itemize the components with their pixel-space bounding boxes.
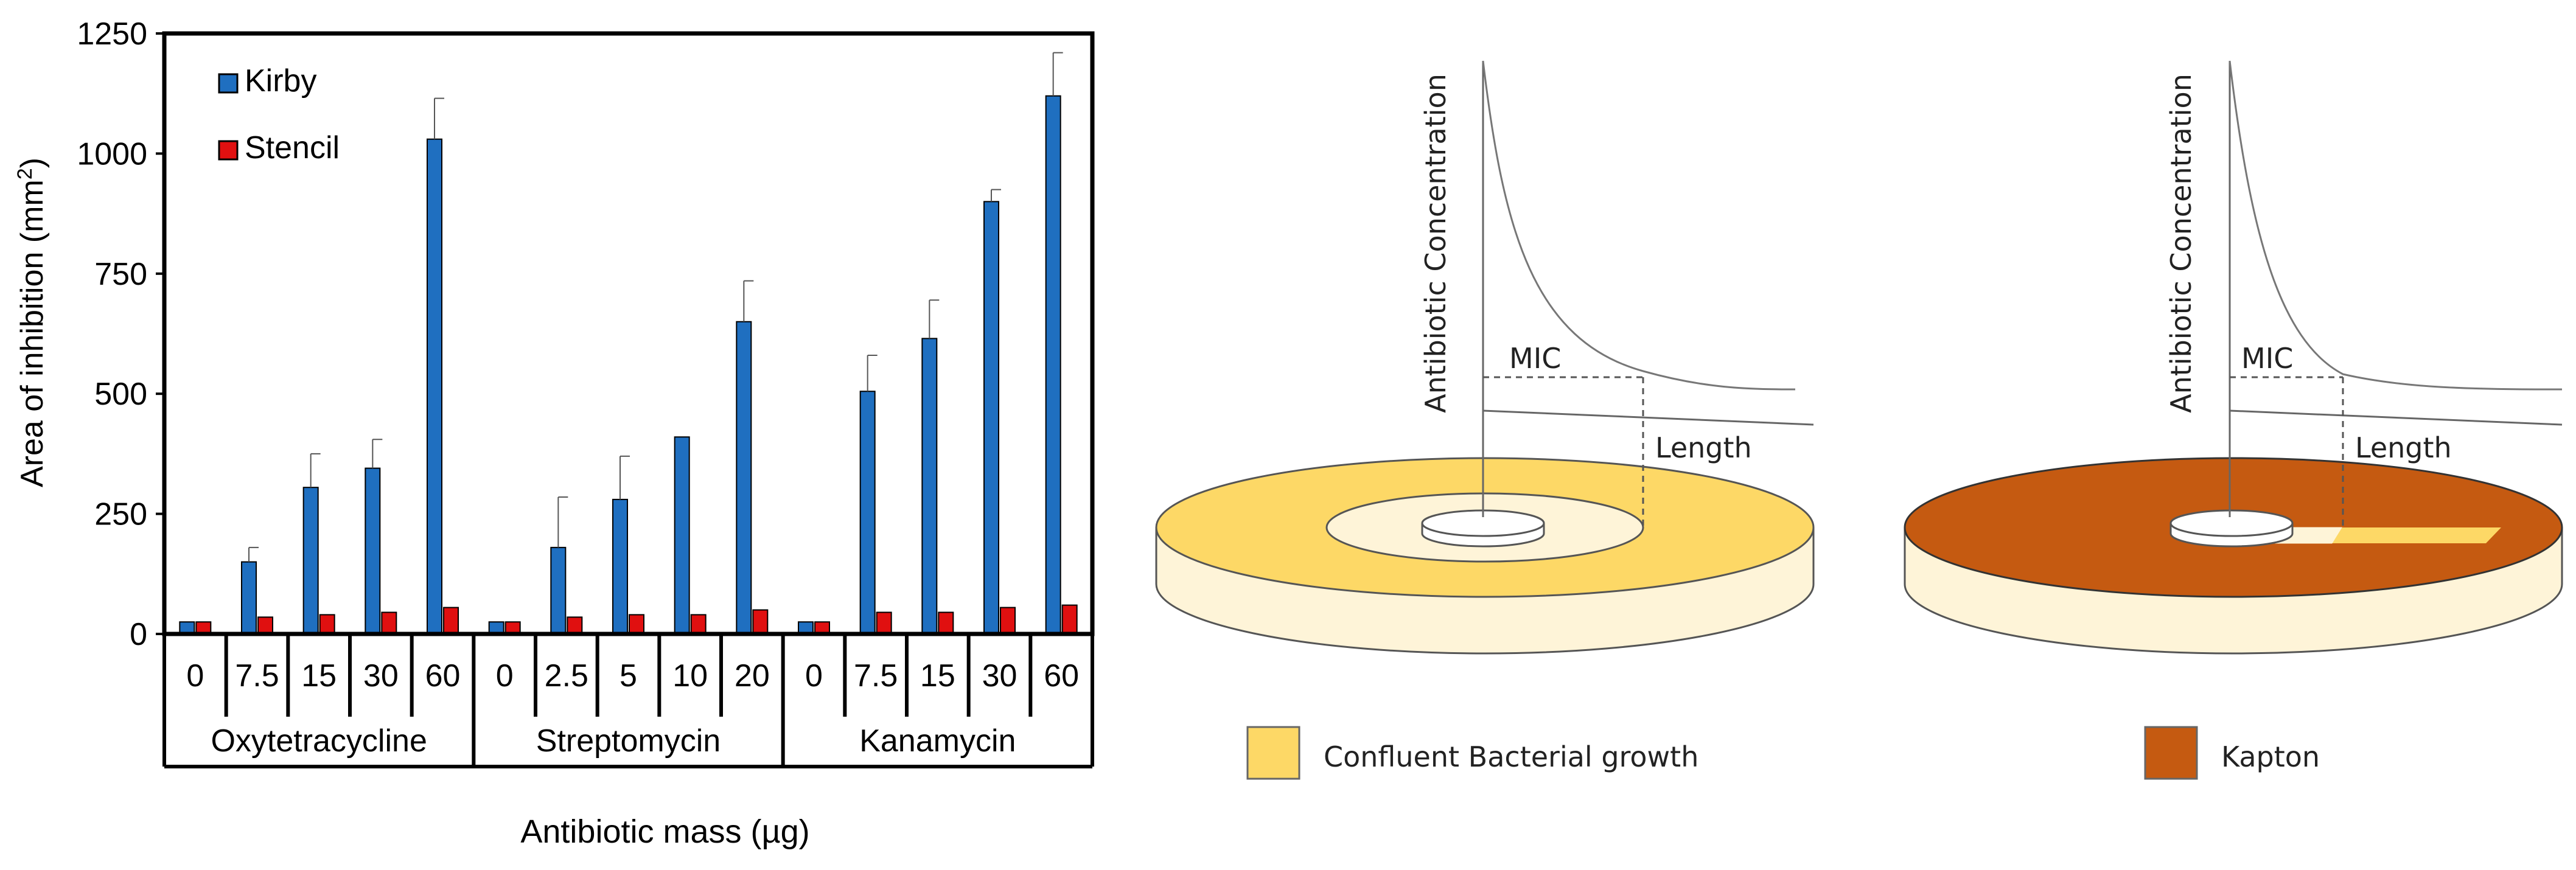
bars — [179, 52, 1078, 635]
bar-stencil — [938, 611, 954, 635]
plot-border — [162, 31, 1095, 636]
mic-label: MIC — [1509, 342, 1561, 375]
bar-stencil — [381, 611, 397, 635]
diagram-bacterial-growth: Antibiotic Concentration MIC Length — [1155, 60, 1815, 655]
bar-stencil — [1000, 607, 1016, 635]
bar-stencil — [1061, 604, 1078, 635]
bar-kirby — [241, 561, 257, 635]
x-group-label: Oxytetracycline — [211, 723, 427, 759]
diagram-legend: Confluent Bacterial growth Kapton — [1246, 726, 2320, 780]
bar-stencil — [319, 614, 335, 635]
bacterial-strip — [2332, 527, 2501, 543]
bar-kirby — [983, 201, 999, 635]
bar-stencil — [690, 614, 707, 635]
concentration-curve — [1482, 60, 1796, 391]
y-tick-label: 0 — [130, 617, 147, 652]
legend-label-kirby: Kirby — [245, 63, 316, 99]
bar-kirby — [427, 138, 442, 635]
bar-stencil — [257, 616, 273, 635]
x-category-label: 7.5 — [235, 658, 279, 694]
length-label: Length — [2355, 431, 2452, 464]
concentration-axis-label: Antibiotic Concentration — [2165, 74, 2197, 413]
y-tick-label: 1000 — [77, 136, 147, 172]
x-category-label: 0 — [805, 658, 823, 694]
x-category-label: 10 — [672, 658, 708, 694]
bar-kirby — [674, 436, 690, 635]
y-tick-label: 250 — [94, 497, 147, 532]
length-label: Length — [1655, 431, 1752, 464]
bar-stencil — [752, 609, 769, 635]
x-category-label: 15 — [301, 658, 337, 694]
legend-swatch-bacterial-growth — [1246, 726, 1300, 780]
legend-label-kapton: Kapton — [2221, 740, 2320, 773]
x-category-label: 30 — [363, 658, 399, 694]
x-category-label: 15 — [920, 658, 955, 694]
y-ticks: 0 250 500 750 1000 1250 — [77, 16, 164, 652]
diagram-kapton: Antibiotic Concentration MIC Length — [1904, 60, 2563, 655]
length-axis — [1482, 409, 1814, 426]
y-tick-label: 500 — [94, 377, 147, 412]
x-category-label: 5 — [620, 658, 637, 694]
legend-swatch-kapton — [2144, 726, 2198, 780]
bar-kirby — [859, 391, 876, 635]
bar-kirby — [736, 321, 752, 635]
bar-stencil — [876, 611, 892, 635]
x-category-label: 20 — [735, 658, 770, 694]
bar-stencil — [629, 614, 644, 635]
bar-chart: Area of inhibition (mm2) 025050075010001… — [13, 16, 1095, 850]
y-axis-label: Area of inhibition (mm2) — [13, 158, 50, 487]
length-axis — [2229, 409, 2563, 426]
y-tick-label: 1250 — [77, 16, 147, 52]
x-group-label: Kanamycin — [859, 723, 1016, 759]
legend-swatch-stencil — [218, 140, 239, 161]
y-tick-label: 750 — [94, 257, 147, 292]
bar-kirby — [612, 498, 628, 635]
x-category-label: 2.5 — [545, 658, 588, 694]
x-category-label: 7.5 — [854, 658, 898, 694]
x-category-label: 30 — [982, 658, 1017, 694]
x-category-label: 0 — [496, 658, 514, 694]
legend-label-stencil: Stencil — [245, 130, 340, 165]
mic-label: MIC — [2241, 342, 2293, 375]
bar-stencil — [443, 607, 459, 635]
bar-stencil — [567, 616, 583, 635]
chart-legend: Kirby Stencil — [218, 63, 340, 165]
bar-kirby — [302, 487, 319, 635]
bar-kirby — [365, 467, 381, 635]
x-axis-label: Antibiotic mass (µg) — [520, 813, 809, 850]
antibiotic-disc-top — [2169, 509, 2294, 537]
x-category-label: 0 — [186, 658, 204, 694]
x-category-label: 60 — [425, 658, 461, 694]
x-group-label: Streptomycin — [536, 723, 721, 759]
legend-label-bacterial-growth: Confluent Bacterial growth — [1324, 740, 1698, 773]
legend-swatch-kirby — [218, 73, 239, 94]
bar-kirby — [550, 546, 567, 635]
bar-kirby — [921, 338, 938, 635]
concentration-curve — [2229, 60, 2563, 391]
x-category-label: 60 — [1044, 658, 1079, 694]
bar-kirby — [1045, 95, 1061, 635]
plot-frame — [162, 31, 1095, 636]
concentration-axis-label: Antibiotic Concentration — [1419, 74, 1452, 413]
